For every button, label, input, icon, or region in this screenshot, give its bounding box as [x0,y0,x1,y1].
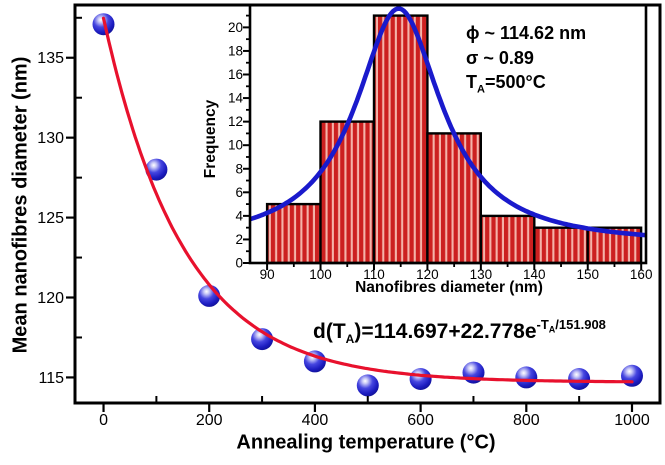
x-tick-label: 0 [99,412,108,429]
sigma-symbol: σ [466,47,479,68]
x-tick-label: 600 [407,412,434,429]
main-y-axis-title: Mean nanofibres diameter (nm) [9,56,32,354]
data-point-sphere [621,364,643,387]
histogram-bar [319,120,376,265]
stat-sigma: σ ~ 0.89 [466,47,534,68]
inset-stats-annotation: ϕ ~ 114.62 nm σ ~ 0.89 TA=500°C [466,21,586,102]
x-tick-label: 200 [196,412,223,429]
inset-y-tick-label: 16 [228,67,243,82]
y-tick-label: 120 [37,290,64,307]
fit-equation-annotation: d(TA)=114.697+22.778e-TA/151.908 [313,317,606,347]
inset-x-axis-title: Nanofibres diameter (nm) [355,279,543,296]
inset-y-axis-title: Frequency [202,99,219,179]
y-tick-label: 115 [38,370,64,387]
inset-x-tick-label: 110 [363,267,385,282]
main-plot-frame [73,3,662,405]
inset-x-tick-label: 90 [260,267,275,282]
main-x-axis-title: Annealing temperature (°C) [236,431,496,454]
inset-x-tick-label: 140 [523,267,546,282]
inset-y-tick-label: 18 [228,43,243,58]
histogram-bar [533,226,589,265]
inset-y-tick-label: 20 [228,20,243,35]
inset-y-tick-label: 0 [235,256,243,271]
inset-y-tick-label: 6 [235,185,243,200]
inset-y-tick-label: 12 [228,114,243,129]
inset-y-tick-label: 14 [228,91,244,106]
exponential-fit-curve [101,16,634,384]
inset-histogram: 90 100 110 120 130 140 150 160 0 2 4 6 8 10 12 14 16 18 20 [228,3,653,282]
x-tick-label: 1000 [614,412,650,429]
stat-mean-diameter: ϕ ~ 114.62 nm [466,23,587,43]
histogram-bar [426,132,482,265]
data-point-sphere [145,158,168,181]
data-point-sphere [515,366,538,389]
inset-x-tick-label: 160 [630,267,653,282]
data-point-sphere [356,374,379,397]
y-tick-label: 135 [37,50,64,67]
y-tick-label: 125 [37,210,64,227]
data-point-sphere [568,368,591,390]
inset-y-tick-label: 2 [235,232,243,247]
y-tick-label: 130 [37,130,64,147]
data-point-sphere [409,368,432,390]
inset-x-tick-label: 120 [416,267,439,282]
inset-x-tick-label: 130 [470,267,493,282]
lorentzian-fit-curve [250,6,646,238]
inset-y-tick-label: 10 [228,138,243,153]
histogram-bar [479,214,536,265]
inset-y-tick-label: 4 [235,208,243,223]
stat-annealing-temp: TA=500°C [466,72,546,96]
inset-y-tick-label: 8 [235,161,243,176]
histogram-bar [265,202,322,265]
histogram-bar [372,14,429,265]
phi-symbol: ϕ [466,23,480,43]
x-tick-label: 800 [513,412,540,429]
inset-x-tick-label: 150 [576,267,599,282]
inset-x-tick-label: 100 [309,267,332,282]
x-tick-label: 400 [302,412,329,429]
